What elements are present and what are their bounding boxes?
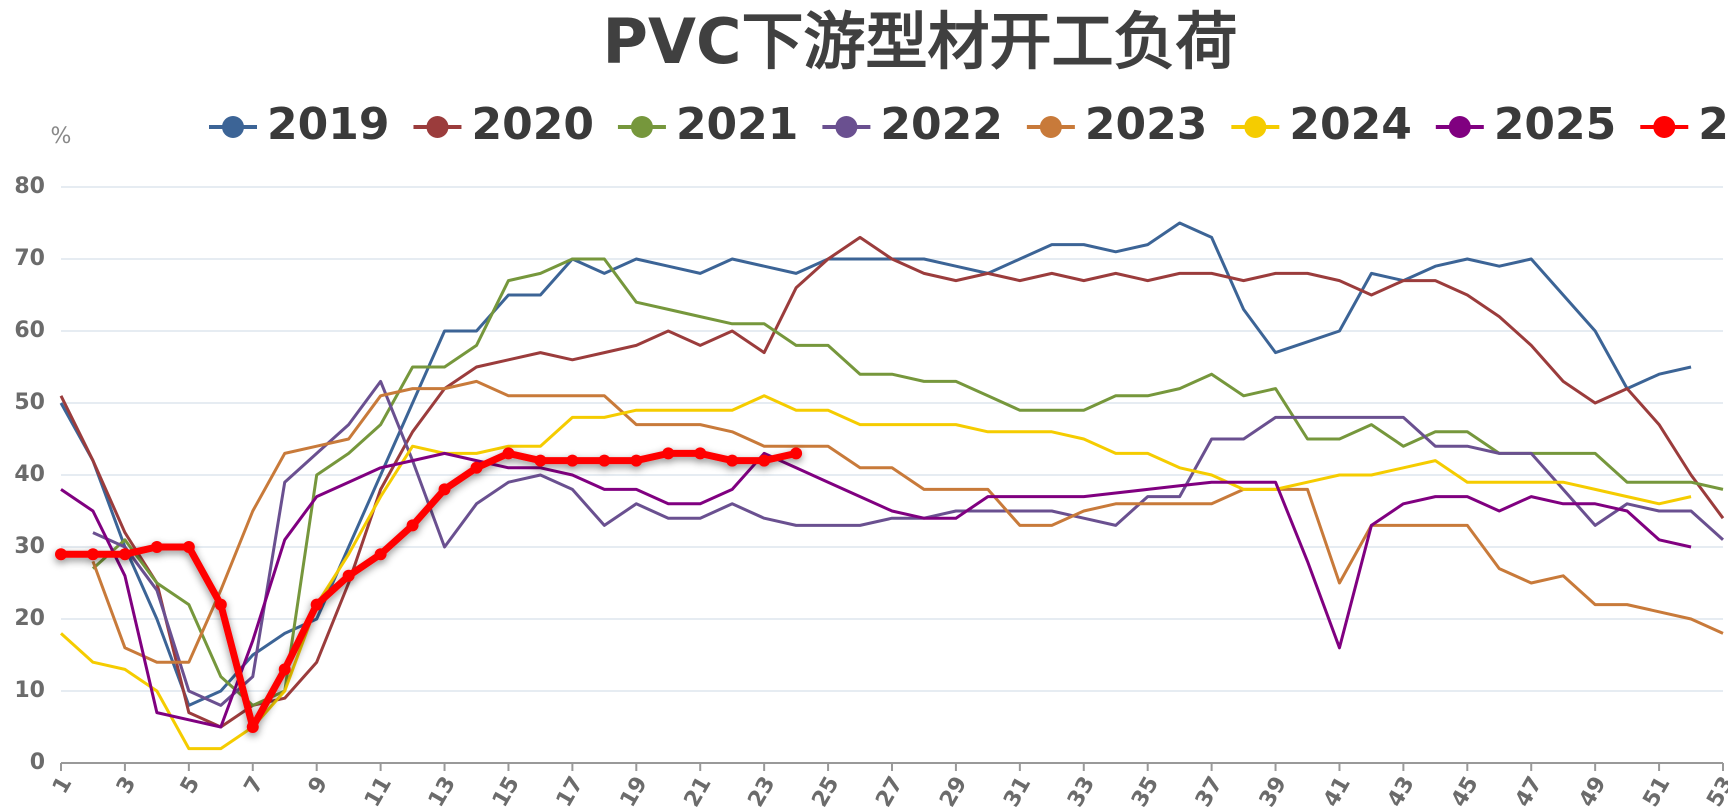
y-tick-label: 80: [14, 174, 45, 199]
x-tick-label: 51: [1639, 773, 1676, 811]
x-tick-label: 17: [552, 773, 589, 811]
legend-marker: [1653, 116, 1676, 138]
y-tick-label: 50: [14, 390, 45, 415]
legend-label: 2021: [676, 99, 798, 150]
series: [59, 221, 1692, 707]
point: [86, 548, 99, 561]
legend-marker: [222, 116, 244, 138]
point: [214, 598, 227, 611]
x-tick-label: 41: [1319, 773, 1356, 811]
point: [246, 721, 259, 733]
x-tick-label: 47: [1511, 773, 1548, 811]
y-tick-label: 0: [30, 750, 45, 775]
point: [182, 541, 195, 553]
x-tick-label: 49: [1575, 773, 1612, 811]
point: [150, 541, 163, 553]
legend-label: 2019: [267, 99, 389, 150]
x-tick-label: 27: [871, 773, 908, 811]
point: [662, 447, 675, 460]
series: [92, 379, 1725, 707]
point: [374, 548, 387, 561]
line: [61, 449, 797, 731]
point: [118, 548, 131, 561]
legend-label: 2026: [1698, 99, 1728, 150]
point: [790, 447, 803, 460]
point: [598, 454, 611, 467]
legend-label: 2022: [880, 99, 1002, 150]
legend-label: 2023: [1085, 99, 1207, 150]
series: [91, 257, 1724, 707]
x-tick-label: 39: [1255, 773, 1292, 811]
point: [758, 454, 771, 467]
legend-marker: [835, 116, 858, 138]
x-tick-label: 19: [616, 773, 653, 811]
point: [310, 598, 323, 611]
point: [726, 454, 739, 467]
chart-title: PVC下游型材开工负荷: [603, 5, 1238, 78]
legend-marker: [630, 116, 653, 138]
x-tick-label: 3: [112, 773, 141, 799]
point: [342, 569, 355, 582]
point: [438, 483, 451, 496]
point: [534, 454, 547, 467]
y-tick-label: 20: [14, 606, 45, 631]
x-tick-label: 11: [360, 773, 397, 811]
point: [630, 454, 643, 467]
x-tick-label: 31: [999, 773, 1036, 811]
line: [92, 379, 1725, 707]
point: [470, 461, 483, 474]
point: [406, 519, 419, 532]
series: [91, 379, 1724, 664]
x-tick-label: 5: [176, 773, 205, 799]
x-tick-label: 9: [304, 773, 333, 799]
x-tick-label: 13: [424, 773, 461, 811]
x-tick-label: 21: [680, 773, 717, 811]
line: [91, 379, 1724, 664]
legend-marker: [1039, 116, 1062, 138]
legend-marker: [1244, 116, 1267, 138]
line: [60, 451, 1692, 729]
y-tick-label: 40: [14, 462, 45, 487]
x-tick-label: 53: [1702, 773, 1728, 811]
point: [55, 548, 67, 561]
x-tick-label: 25: [808, 773, 845, 811]
x-tick-label: 35: [1127, 773, 1164, 811]
y-tick-label: 10: [14, 678, 45, 703]
x-tick-label: 45: [1447, 773, 1484, 811]
line: [59, 394, 1692, 751]
legend-label: 2025: [1494, 99, 1616, 150]
legend-marker: [426, 116, 449, 138]
line: [59, 221, 1692, 707]
point: [566, 454, 579, 467]
x-tick-label: 1: [48, 773, 77, 799]
point: [694, 447, 707, 460]
series: [59, 235, 1725, 729]
x-tick-label: 15: [488, 773, 525, 811]
legend-label: 2024: [1289, 99, 1411, 150]
legend-marker: [1448, 116, 1471, 138]
y-tick-label: 30: [14, 534, 45, 559]
x-tick-label: 33: [1063, 773, 1100, 811]
point: [278, 663, 291, 676]
line: [59, 235, 1725, 729]
x-tick-label: 43: [1383, 773, 1420, 811]
line: [91, 257, 1724, 707]
series: [55, 447, 803, 733]
y-tick-label: 70: [14, 246, 45, 271]
x-tick-label: 7: [240, 773, 269, 799]
y-tick-label: 60: [14, 318, 45, 343]
x-tick-label: 23: [744, 773, 781, 811]
series: [59, 394, 1692, 751]
x-tick-label: 29: [935, 773, 972, 811]
x-tick-label: 37: [1191, 773, 1228, 811]
legend-label: 2020: [471, 99, 593, 150]
series: [60, 451, 1692, 729]
y-axis-label: %: [51, 124, 72, 149]
point: [502, 447, 515, 460]
